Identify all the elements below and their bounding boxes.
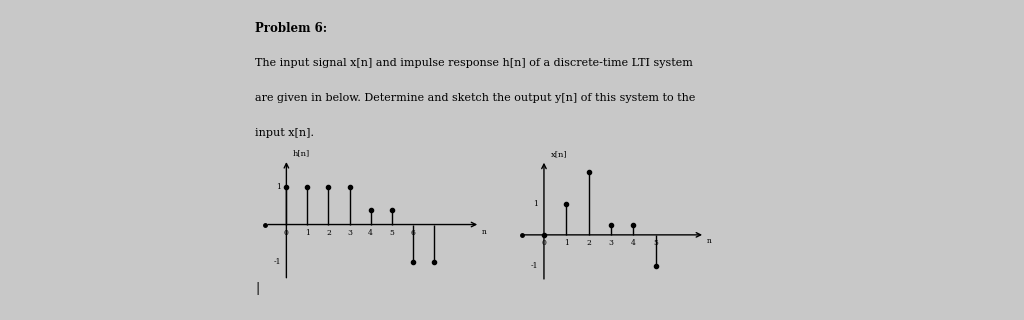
Text: 6: 6 xyxy=(411,229,415,237)
Text: h[n]: h[n] xyxy=(293,149,310,157)
Text: 4: 4 xyxy=(369,229,373,237)
Text: Problem 6:: Problem 6: xyxy=(255,22,328,36)
Text: -1: -1 xyxy=(273,258,282,266)
Text: 3: 3 xyxy=(347,229,352,237)
Text: n: n xyxy=(708,237,712,245)
Text: x[n]: x[n] xyxy=(551,150,567,158)
Text: input x[n].: input x[n]. xyxy=(255,128,314,138)
Text: 1: 1 xyxy=(276,183,282,191)
Text: 0: 0 xyxy=(284,229,289,237)
Text: 1: 1 xyxy=(534,200,539,208)
Text: 0: 0 xyxy=(542,239,547,247)
Text: n: n xyxy=(482,228,487,236)
Text: 5: 5 xyxy=(653,239,658,247)
Text: |: | xyxy=(255,282,259,295)
Text: -1: -1 xyxy=(530,262,539,270)
Text: 3: 3 xyxy=(608,239,613,247)
Text: 1: 1 xyxy=(564,239,568,247)
Text: The input signal x[n] and impulse response h[n] of a discrete-time LTI system: The input signal x[n] and impulse respon… xyxy=(255,58,693,68)
Text: 2: 2 xyxy=(587,239,591,247)
Text: 5: 5 xyxy=(389,229,394,237)
Text: 4: 4 xyxy=(631,239,636,247)
Text: 2: 2 xyxy=(326,229,331,237)
Text: 1: 1 xyxy=(305,229,310,237)
Text: are given in below. Determine and sketch the output y[n] of this system to the: are given in below. Determine and sketch… xyxy=(255,93,695,103)
